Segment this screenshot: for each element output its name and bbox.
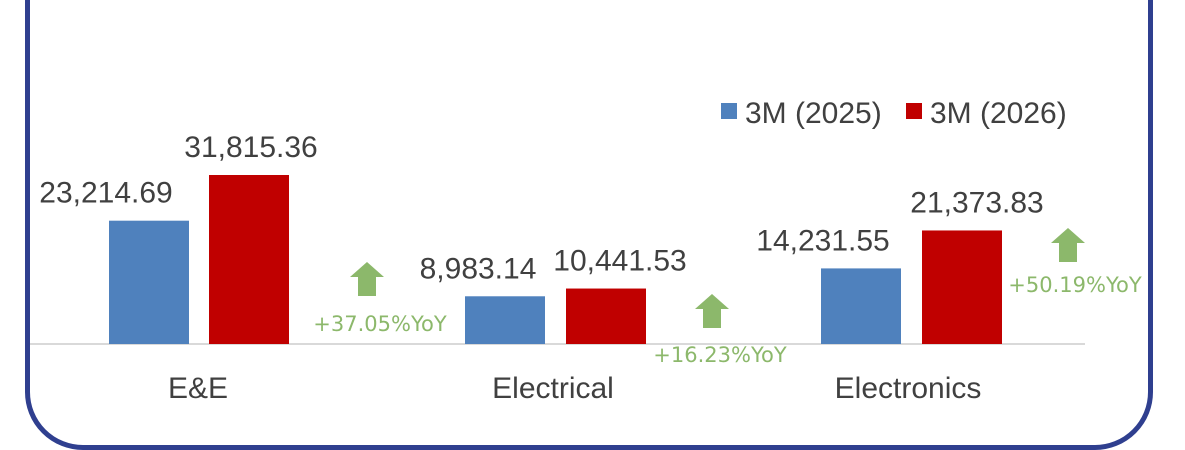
bar-chart: 23,214.69 8,983.14 14,231.55 31,815.36 10,44… — [30, 97, 1142, 405]
up-arrow-icon — [695, 294, 729, 328]
yoy-growth-label: +37.05%YoY — [313, 312, 447, 336]
x-tick-label: Electronics — [835, 372, 982, 405]
bar — [109, 220, 189, 344]
legend-label: 3M (2026) — [930, 97, 1067, 130]
up-arrow-icon — [1051, 228, 1085, 262]
bar — [566, 288, 646, 344]
bar — [821, 268, 901, 344]
bar — [922, 230, 1002, 344]
data-label: 23,214.69 — [39, 177, 172, 210]
legend-swatch — [906, 103, 922, 119]
data-label: 14,231.55 — [756, 224, 889, 257]
data-label: 10,441.53 — [553, 245, 686, 278]
data-label: 31,815.36 — [184, 131, 317, 164]
bar — [465, 296, 545, 344]
legend-label: 3M (2025) — [745, 97, 882, 130]
legend-swatch — [721, 103, 737, 119]
x-tick-label: Electrical — [492, 372, 614, 405]
data-label: 21,373.83 — [910, 186, 1043, 219]
x-tick-label: E&E — [168, 372, 228, 405]
up-arrow-icon — [350, 262, 384, 296]
data-label: 8,983.14 — [420, 252, 537, 285]
yoy-growth-label: +16.23%YoY — [653, 343, 787, 367]
bar — [209, 175, 289, 344]
yoy-growth-label: +50.19%YoY — [1008, 273, 1142, 297]
